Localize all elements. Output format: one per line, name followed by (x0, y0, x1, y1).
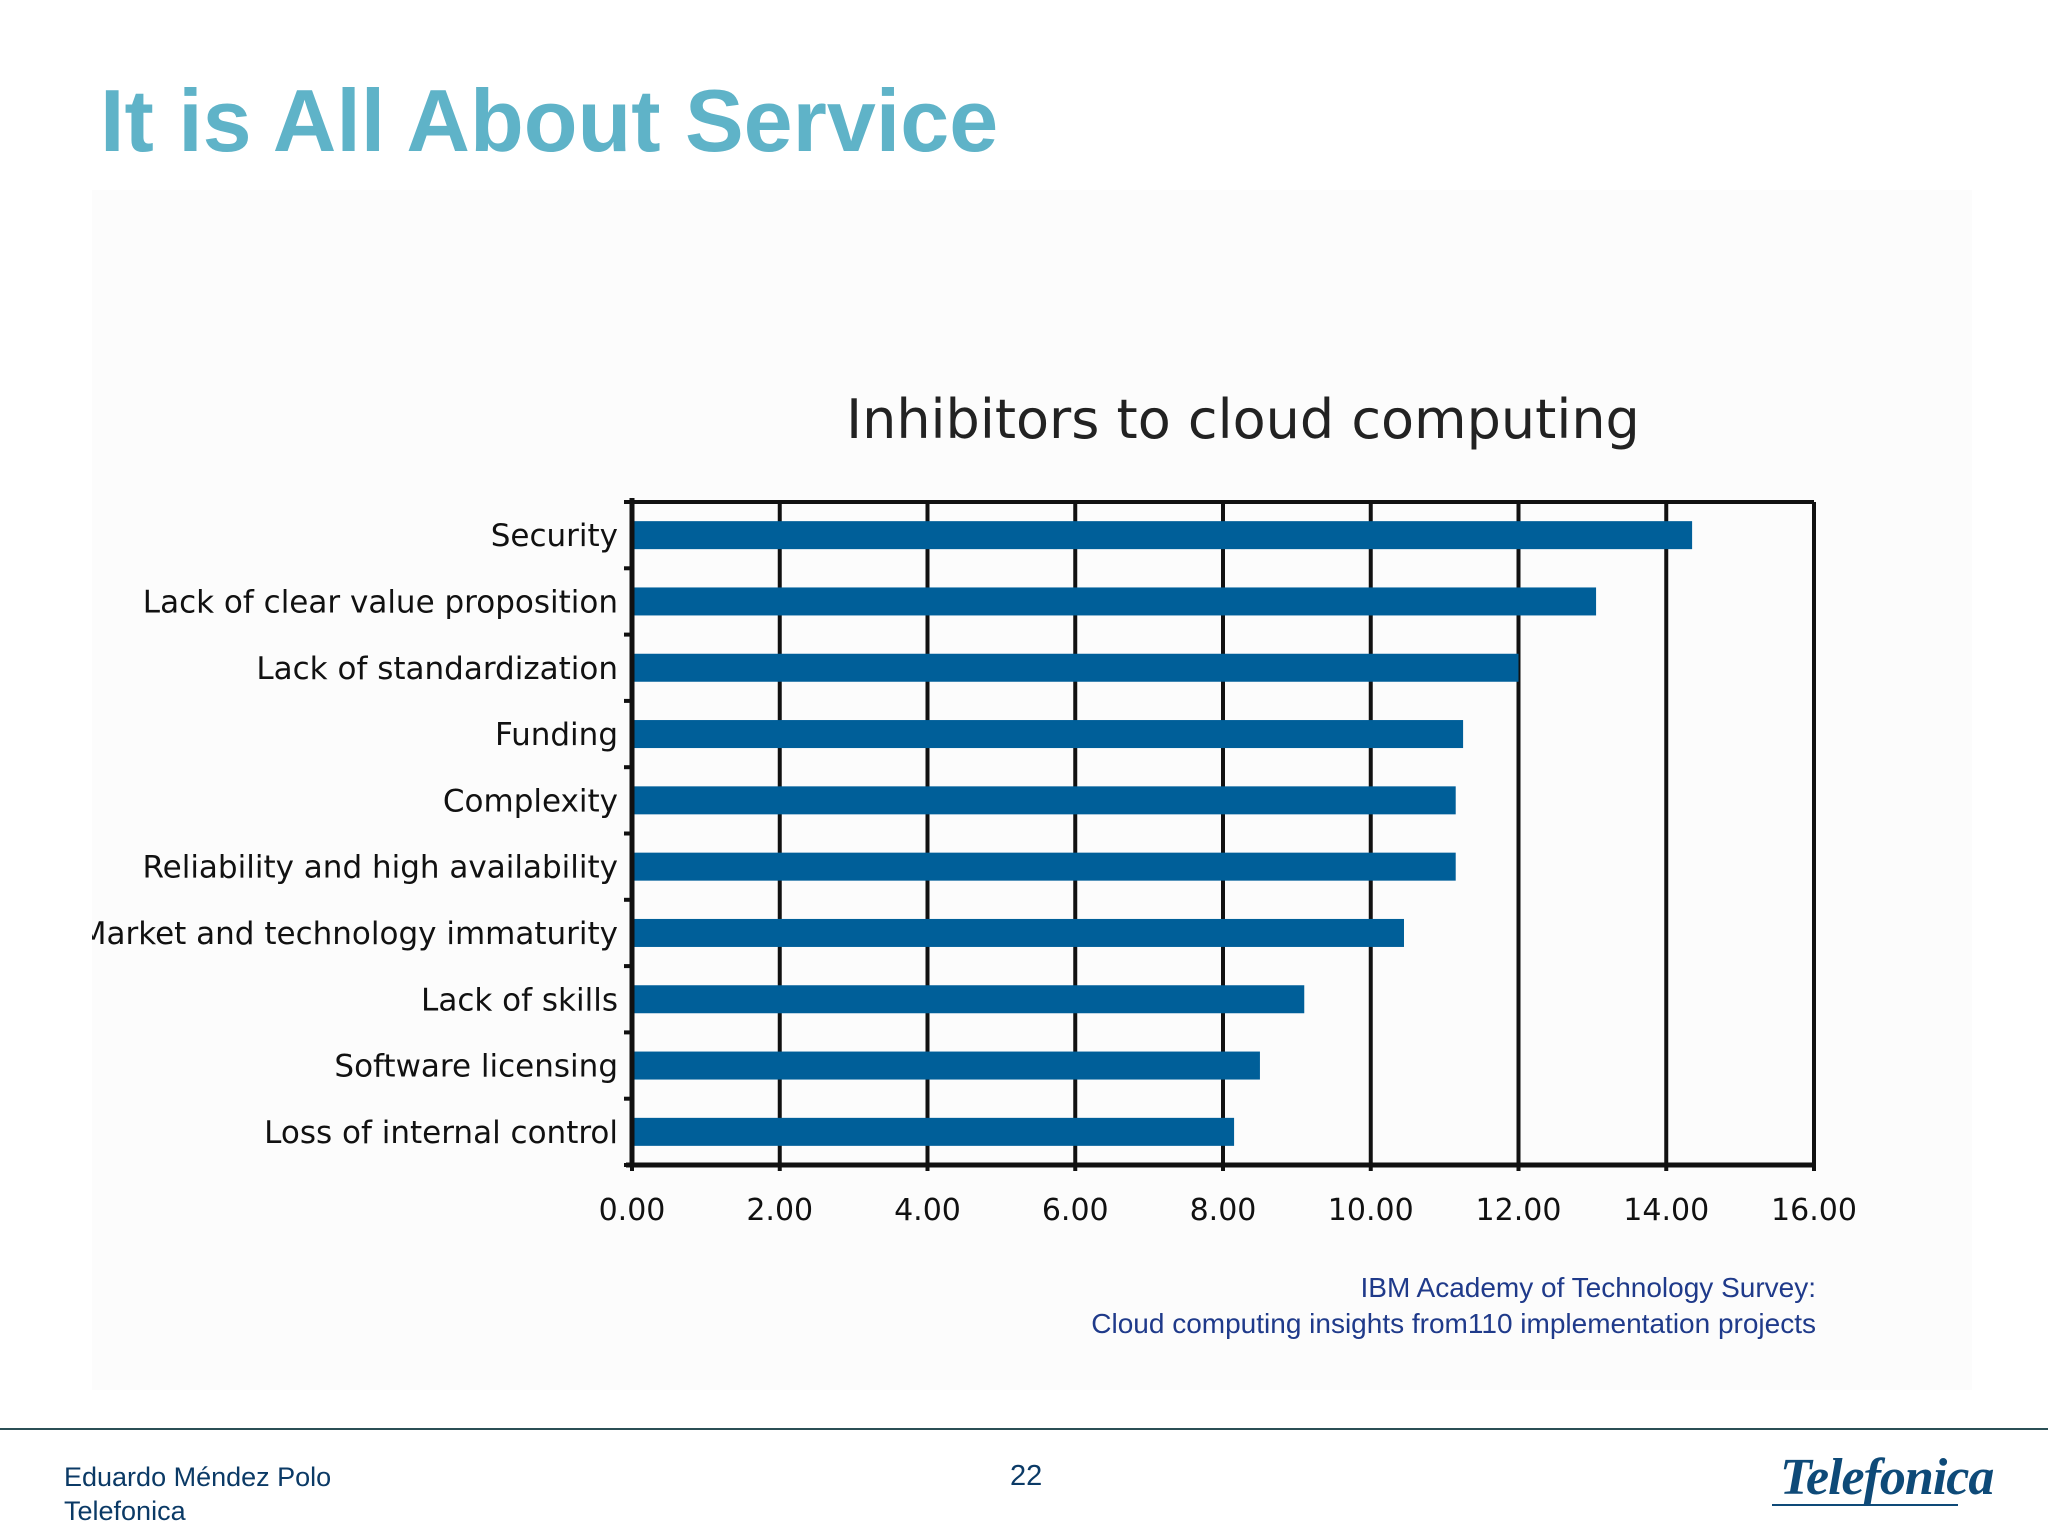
source-note: IBM Academy of Technology Survey: Cloud … (1091, 1270, 1816, 1342)
bar (632, 985, 1305, 1014)
category-label: Reliability and high availability (142, 850, 618, 886)
category-label: Lack of skills (421, 982, 618, 1018)
bar (632, 521, 1693, 550)
x-tick-label: 12.00 (1476, 1193, 1562, 1228)
category-label: Complexity (443, 783, 618, 819)
x-tick-label: 8.00 (1190, 1193, 1257, 1228)
logo-underline (1772, 1504, 1958, 1506)
chart-title: Inhibitors to cloud computing (846, 388, 1640, 451)
category-label: Market and technology immaturity (92, 916, 618, 952)
x-tick-label: 10.00 (1328, 1193, 1414, 1228)
author-name: Eduardo Méndez Polo (64, 1462, 332, 1492)
bar (632, 852, 1456, 881)
category-label: Funding (495, 717, 618, 753)
slide-title: It is All About Service (100, 71, 999, 170)
author-company: Telefonica (64, 1496, 186, 1526)
bar (632, 786, 1456, 815)
bar (632, 1117, 1235, 1146)
bar (632, 720, 1464, 749)
chart-area: Inhibitors to cloud computing 0.00 2.00 4.0… (92, 190, 1972, 1390)
category-label: Lack of clear value proposition (143, 584, 618, 620)
bar (632, 653, 1519, 682)
footer-author-block: Eduardo Méndez Polo Telefonica (64, 1460, 331, 1528)
telefonica-logo: Telefonica (1780, 1449, 1994, 1506)
footer-divider (0, 1428, 2048, 1430)
x-tick-label: 16.00 (1771, 1193, 1857, 1228)
x-tick-label: 6.00 (1042, 1193, 1109, 1228)
x-tick-label: 4.00 (894, 1193, 961, 1228)
category-label: Security (491, 518, 618, 554)
category-label: Software licensing (334, 1049, 618, 1085)
x-tick-label: 14.00 (1623, 1193, 1709, 1228)
category-label: Loss of internal control (264, 1115, 618, 1151)
bar-chart: Inhibitors to cloud computing 0.00 2.00 4.0… (92, 388, 1857, 1228)
x-tick-label: 0.00 (599, 1193, 666, 1228)
bar (632, 587, 1597, 616)
source-line-2: Cloud computing insights from110 impleme… (1091, 1308, 1816, 1339)
x-tick-label: 2.00 (746, 1193, 813, 1228)
page-number: 22 (1010, 1460, 1043, 1492)
category-label: Lack of standardization (256, 651, 618, 687)
bar (632, 918, 1404, 947)
source-line-1: IBM Academy of Technology Survey: (1360, 1272, 1817, 1303)
bar (632, 1051, 1260, 1080)
